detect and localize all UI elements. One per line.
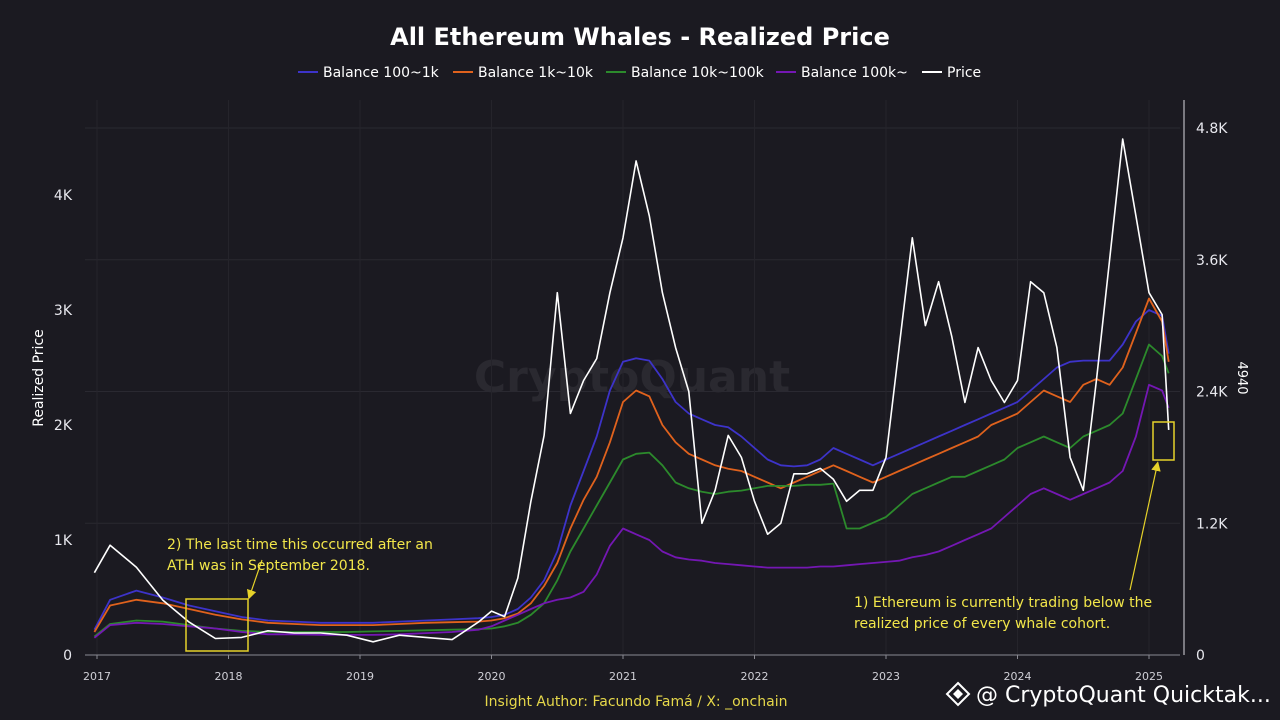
y2-tick-label: 1.2K — [1196, 516, 1228, 532]
x-tick-label: 2018 — [215, 670, 243, 683]
x-tick-label: 2019 — [346, 670, 374, 683]
cryptoquant-logo-icon — [945, 681, 971, 707]
highlight-box-current — [1152, 421, 1175, 461]
chart-title: All Ethereum Whales - Realized Price — [390, 23, 890, 51]
y2-tick-label: 3.6K — [1196, 253, 1228, 269]
y-tick-label: 2K — [54, 418, 73, 434]
x-tick-label: 2022 — [741, 670, 769, 683]
legend-label-balance-10k-100k: Balance 10k~100k — [631, 65, 765, 81]
x-tick-label: 2017 — [83, 670, 111, 683]
annotation-2018-line-1: 2) The last time this occurred after an — [167, 537, 433, 553]
y-tick-label: 1K — [54, 533, 73, 549]
annotation-current: 1) Ethereum is currently trading below t… — [854, 421, 1175, 632]
series-line-balance-1k-10k — [93, 297, 1170, 633]
x-tick-label: 2024 — [1004, 670, 1032, 683]
y2-tick-label: 4.8K — [1196, 121, 1228, 137]
annotation-current-line-2: realized price of every whale cohort. — [854, 616, 1110, 632]
legend-label-price: Price — [947, 65, 981, 81]
annotation-current-line-1: 1) Ethereum is currently trading below t… — [854, 595, 1152, 611]
series-line-balance-100-1k — [93, 309, 1170, 631]
annotation-sept-2018: 2) The last time this occurred after an … — [167, 537, 433, 652]
series-line-balance-10k-100k — [93, 343, 1170, 638]
y-axis-right-ticks: 0 1.2K 2.4K 3.6K 4.8K — [1196, 121, 1228, 664]
y-tick-label: 0 — [63, 648, 72, 664]
y-tick-label: 4K — [54, 188, 73, 204]
credit-text: Insight Author: Facundo Famá / X: _oncha… — [485, 694, 788, 710]
annotation-2018-line-2: ATH was in September 2018. — [167, 558, 370, 574]
legend: Balance 100~1k Balance 1k~10k Balance 10… — [298, 65, 981, 81]
annotation-arrow-current — [1129, 461, 1161, 591]
x-tick-label: 2021 — [609, 670, 637, 683]
x-tick-label: 2020 — [478, 670, 506, 683]
series-line-balance-100k — [93, 383, 1170, 639]
series-lines — [93, 138, 1170, 643]
legend-label-balance-1k-10k: Balance 1k~10k — [478, 65, 594, 81]
y2-tick-label: 2.4K — [1196, 385, 1228, 401]
annotation-arrow-2018 — [247, 559, 263, 600]
brand-badge: @ CryptoQuant Quicktak... — [945, 681, 1271, 708]
series-line-price — [93, 138, 1170, 643]
legend-label-balance-100k: Balance 100k~ — [801, 65, 908, 81]
y-axis-left-ticks: 0 1K 2K 3K 4K — [54, 188, 73, 664]
legend-label-balance-100-1k: Balance 100~1k — [323, 65, 440, 81]
brand-text: @ CryptoQuant Quicktak... — [976, 683, 1271, 708]
y2-tick-label: 0 — [1196, 648, 1205, 664]
y-axis-left-label: Realized Price — [31, 329, 47, 427]
x-axis-ticks: 2017 2018 2019 2020 2021 2022 2023 2024 2025 — [83, 655, 1163, 683]
x-tick-label: 2023 — [872, 670, 900, 683]
x-tick-label: 2025 — [1135, 670, 1163, 683]
y-tick-label: 3K — [54, 303, 73, 319]
y-axis-right-marker: 4940 — [1234, 361, 1249, 394]
highlight-box-2018 — [185, 598, 249, 652]
